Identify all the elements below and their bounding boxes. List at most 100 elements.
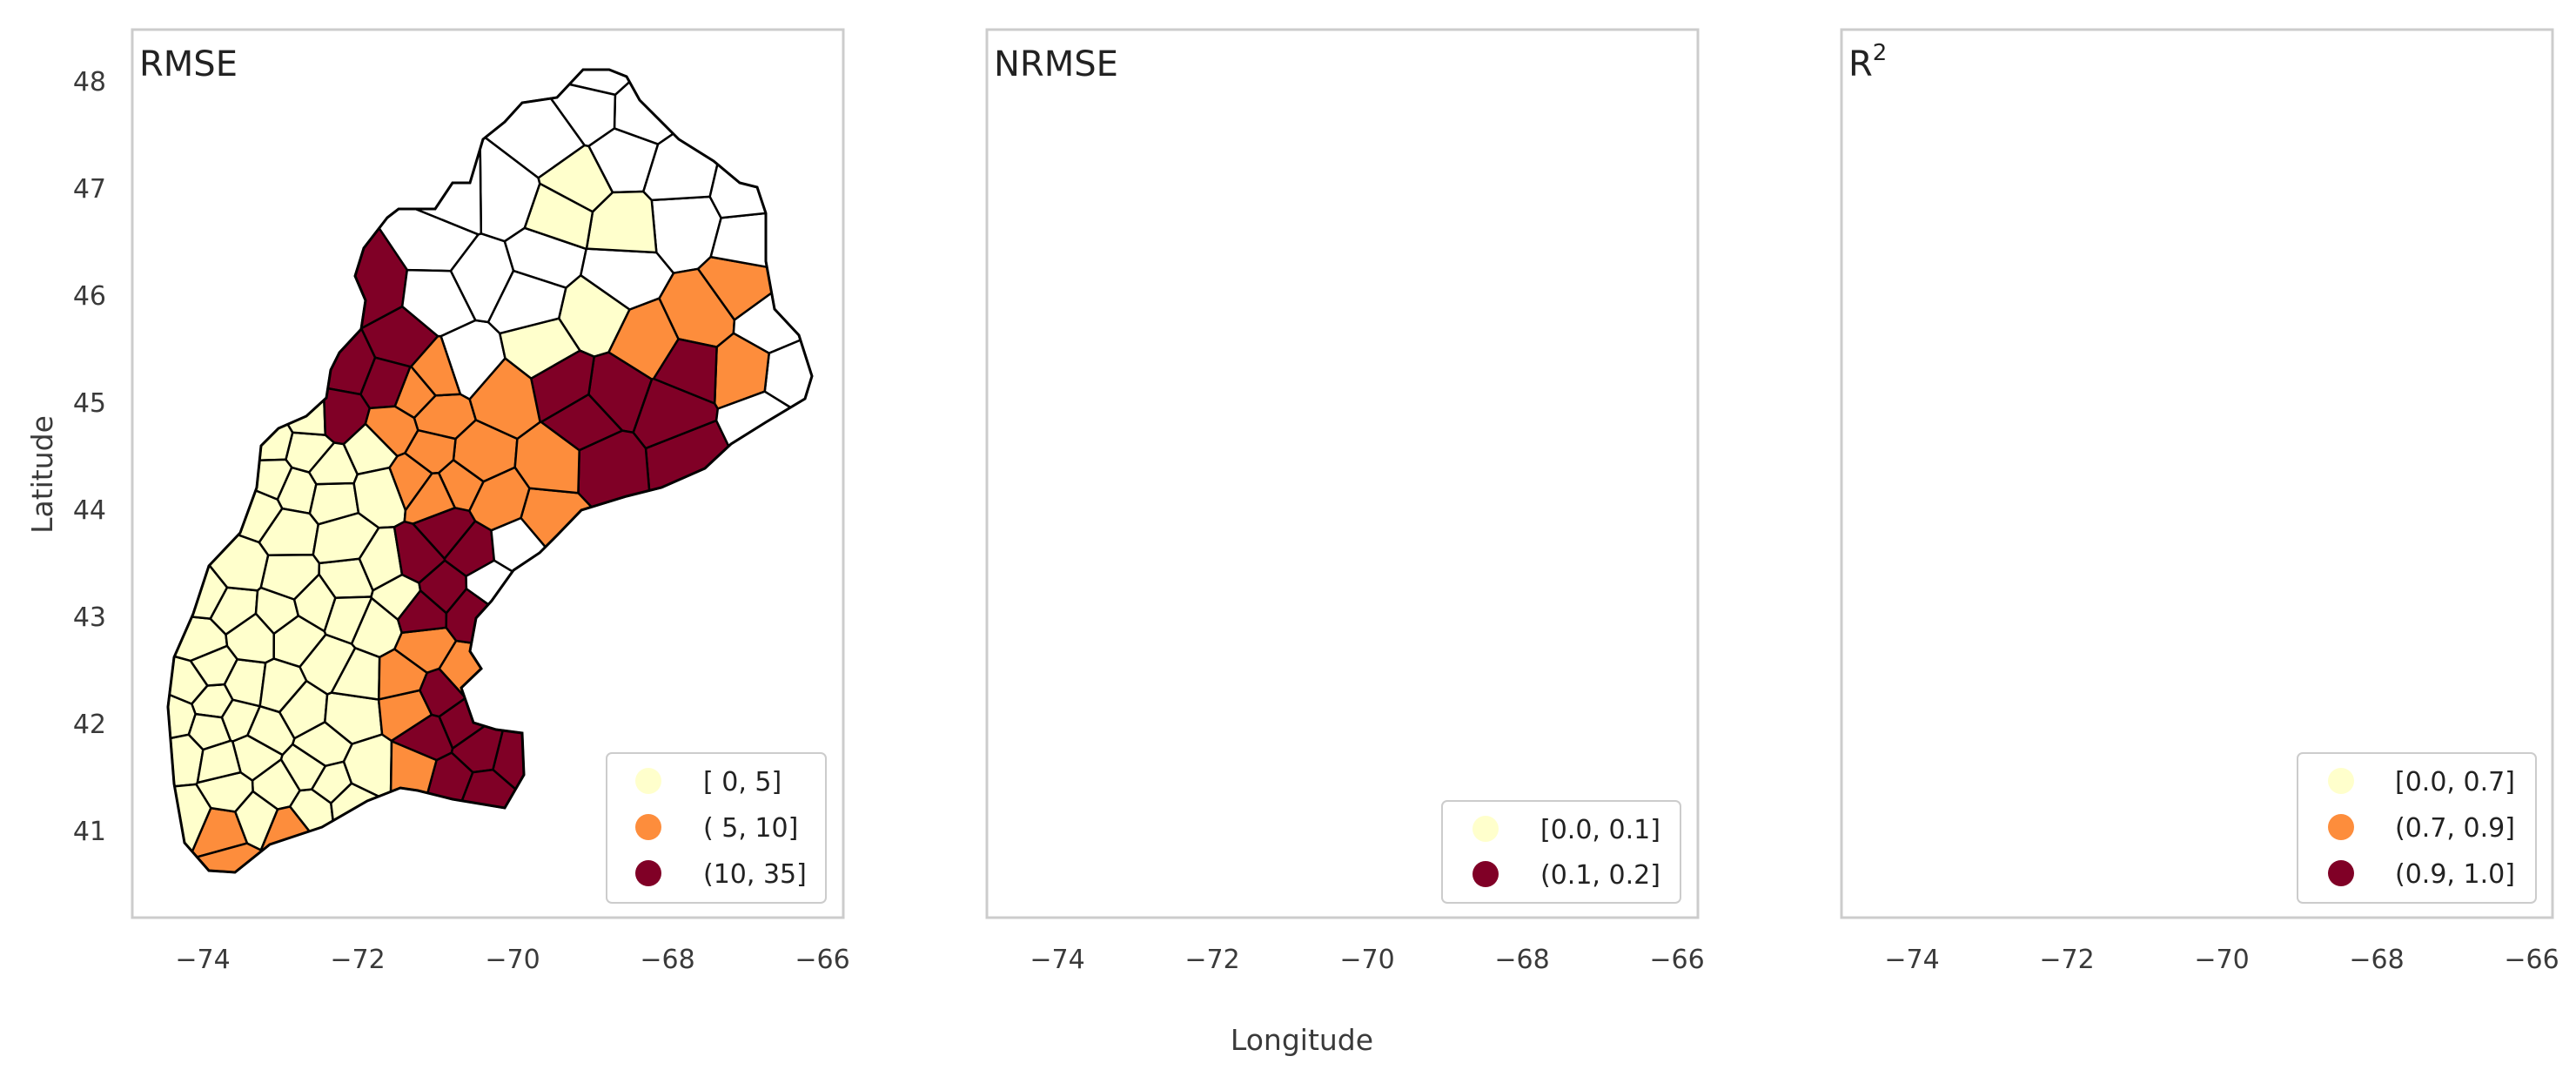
y-tick: 46 [73,281,106,312]
catchment-region [1116,555,1174,599]
catchment-region [1883,617,1936,662]
catchment-region [2424,333,2479,409]
catchment-region [2202,730,2233,790]
catchment-region [1259,430,1310,474]
catchment-region [1079,659,1120,706]
catchment-region [2053,735,2101,797]
catchment-region [1920,588,1967,635]
panel-frame-nrmse [985,28,1700,919]
catchment-region [486,269,567,335]
catchment-region [1249,628,1311,673]
catchment-region [1347,730,1379,790]
catchment-region [2425,392,2499,447]
catchment-region [1317,770,1371,808]
catchment-region [1144,790,1188,831]
catchment-region [2137,753,2182,801]
catchment-region [2150,320,2215,400]
catchment-region [400,268,477,338]
catchment-region [1306,726,1358,772]
catchment-region [1168,513,1234,563]
catchment-region [1045,646,1092,686]
y-tick: 41 [73,817,106,847]
catchment-region [1901,684,1942,717]
catchment-region [2148,460,2193,511]
catchment-region [1325,359,1395,439]
catchment-region [1898,714,1940,750]
catchment-region [1506,197,1576,273]
catchment-region [1129,616,1181,667]
catchment-region [1132,468,1171,514]
catchment-region [1359,228,1441,288]
catchment-region [2040,784,2088,821]
catchment-region [1588,293,1655,353]
catchment-region [392,520,446,584]
x-tick: −66 [2504,945,2559,975]
catchment-region [1233,649,1281,700]
catchment-region [2443,293,2510,353]
catchment-region [2355,421,2438,490]
region-outline [166,68,814,874]
catchment-region [1250,367,1291,418]
catchment-region [2343,379,2427,448]
catchment-region [1553,257,1627,320]
catchment-region [2190,138,2250,241]
catchment-region [1166,762,1206,804]
panel-title-rmse: RMSE [139,44,238,84]
catchment-region [1252,590,1301,632]
x-tick: −66 [1649,945,1704,975]
legend-swatch [635,768,661,794]
catchment-region [2278,70,2338,95]
y-axis-ticks: 48 47 46 45 44 43 42 41 [73,67,106,847]
catchment-region [1569,333,1624,409]
catchment-region [1209,468,1260,528]
catchment-region [2120,336,2170,395]
catchment-region [1198,424,1252,474]
catchment-region [1270,149,1335,234]
panel-title-r2: R2 [1848,40,1887,84]
catchment-region [1198,735,1246,797]
catchment-region [1424,70,1484,95]
catchment-region [1965,460,2001,500]
catchment-region [1566,213,1622,267]
catchment-region [1215,358,1265,408]
catchment-region [378,648,428,701]
catchment-region [1324,468,1384,530]
y-tick: 42 [73,710,106,740]
catchment-region [1206,598,1257,657]
catchment-region [234,790,279,851]
catchment-region [1354,319,1434,379]
catchment-region [1944,791,1987,850]
catchment-region [1469,82,1528,145]
catchment-region [1995,433,2043,473]
catchment-region [1024,656,1063,704]
catchment-region [2019,483,2068,524]
y-tick: 43 [73,602,106,633]
catchment-region [396,589,448,635]
catchment-region [2034,693,2091,744]
catchment-region [2248,145,2322,212]
catchment-region [2088,649,2136,700]
catchment-region [2088,690,2141,741]
catchment-region [2075,407,2127,456]
catchment-region [208,534,270,592]
catchment-region [1514,269,1589,347]
catchment-region [1047,808,1102,857]
catchment-region [1905,772,1962,811]
catchment-region [2018,443,2067,485]
catchment-region [1379,184,1447,249]
catchment-region [1983,616,2036,667]
catchment-region [1999,790,2043,831]
x-tick: −68 [2349,945,2404,975]
catchment-region [2163,420,2226,481]
catchment-region [2037,328,2084,394]
panel-frame-rmse [131,28,845,919]
catchment-region [1443,128,1513,192]
x-tick: −74 [1030,945,1084,975]
catchment-region [307,441,359,486]
catchment-region [1164,443,1212,485]
catchment-region [2101,715,2162,760]
catchment-region [1900,646,1947,686]
catchment-region [1149,575,1190,631]
catchment-region [403,471,456,525]
catchment-region [1179,693,1237,744]
